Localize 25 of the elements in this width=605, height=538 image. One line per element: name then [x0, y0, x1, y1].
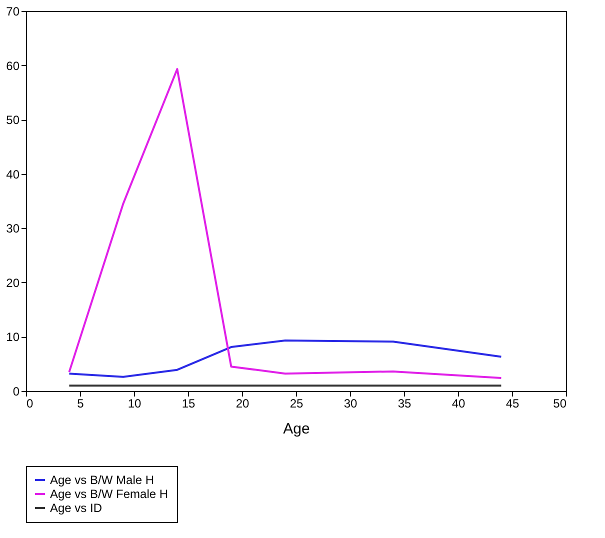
x-tick-label: 15: [182, 396, 196, 410]
y-tick-label: 10: [6, 330, 20, 344]
x-axis-title: Age: [283, 420, 310, 438]
y-tick-label: 20: [6, 276, 20, 290]
x-tick-label: 10: [128, 396, 142, 410]
x-tick-label: 40: [452, 396, 466, 410]
y-tick-label: 60: [6, 58, 20, 73]
line-series: [68, 68, 502, 379]
legend-label: Age vs B/W Male H: [50, 473, 154, 487]
x-tick-label: 5: [77, 396, 84, 410]
x-tick-label: 0: [26, 396, 34, 410]
y-tick-label: 50: [6, 113, 20, 128]
x-tick-label: 45: [506, 396, 520, 410]
line-series: [68, 340, 502, 378]
x-tick-label: 35: [398, 396, 412, 410]
x-tick-label: 20: [236, 396, 250, 410]
x-tick-label: 25: [290, 396, 304, 410]
y-tick-label: 70: [6, 4, 20, 18]
x-tick-label: 50: [553, 396, 567, 410]
legend-label: Age vs B/W Female H: [50, 487, 168, 501]
legend-label: Age vs ID: [50, 501, 102, 515]
y-tick-label: 0: [12, 384, 20, 398]
x-tick-label: 30: [344, 396, 358, 410]
y-tick-label: 30: [6, 222, 20, 236]
y-tick-label: 40: [6, 167, 20, 182]
